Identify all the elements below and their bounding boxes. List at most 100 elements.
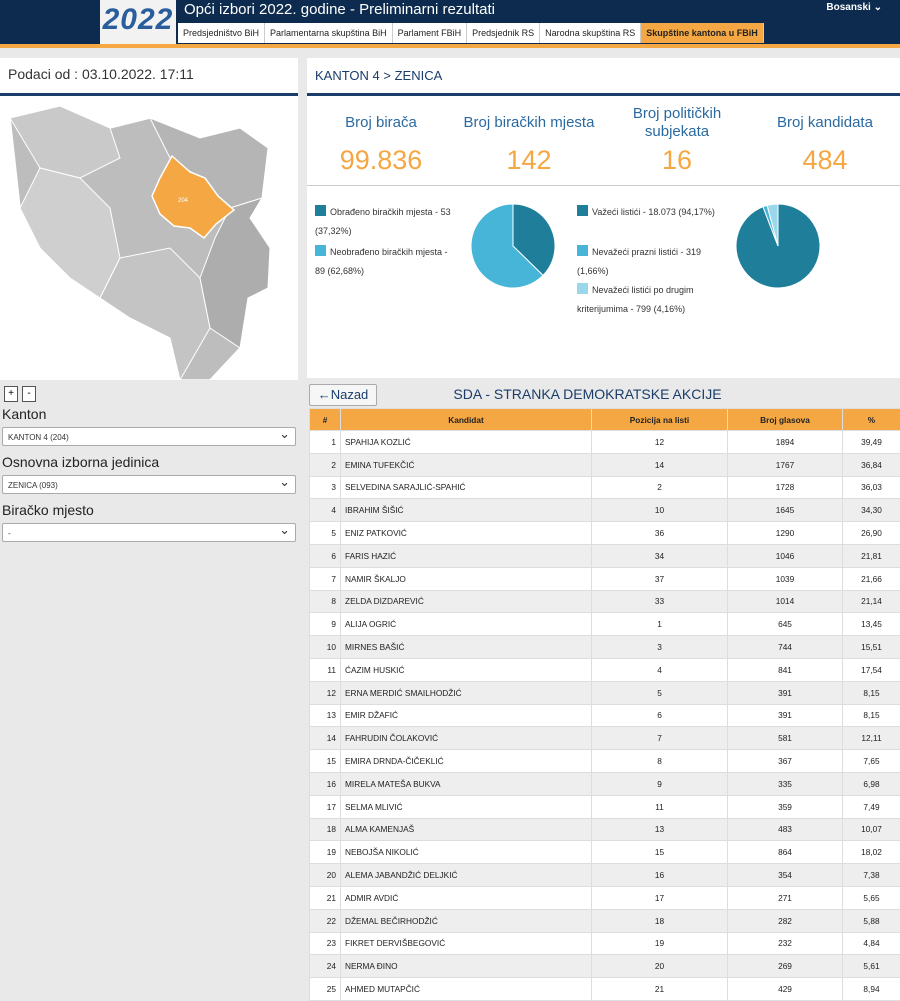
stat-value: 484 [751, 145, 899, 176]
table-cell: ENIZ PATKOVIĆ [341, 522, 592, 545]
data-date: Podaci od : 03.10.2022. 17:11 [8, 66, 194, 82]
table-cell: 6,98 [843, 772, 900, 795]
table-cell: 10 [310, 636, 341, 659]
table-cell: 359 [728, 795, 843, 818]
nav-tab[interactable]: Parlament FBiH [393, 23, 468, 43]
table-cell: 20 [592, 955, 728, 978]
table-cell: 13 [592, 818, 728, 841]
nav-tab[interactable]: Skupštine kantona u FBiH [641, 23, 764, 43]
table-cell: 1290 [728, 522, 843, 545]
table-cell: 15 [310, 750, 341, 773]
legend-item: Nevažeći listići po drugim kriterijumima… [577, 281, 717, 319]
table-cell: 282 [728, 909, 843, 932]
table-cell: 335 [728, 772, 843, 795]
stat-value: 99.836 [307, 145, 455, 176]
legend-label: Obrađeno biračkih mjesta - [330, 207, 438, 217]
sidebar: Podaci od : 03.10.2022. 17:11 204 +- Kan… [0, 58, 298, 994]
table-cell: 1014 [728, 590, 843, 613]
legend-item: Neobrađeno biračkih mjesta - 89 (62,68%) [315, 243, 455, 281]
map-label: 204 [178, 198, 189, 204]
table-cell: SELMA MLIVIĆ [341, 795, 592, 818]
table-cell: 21,81 [843, 544, 900, 567]
language[interactable]: Bosanski [826, 2, 870, 13]
zoom-button[interactable]: - [22, 386, 36, 402]
table-cell: 1 [310, 431, 341, 454]
filter-select[interactable]: ZENICA (093) ⌄ [2, 475, 296, 494]
nav-tab[interactable]: Predsjedništvo BiH [178, 23, 265, 43]
nav-tab[interactable]: Narodna skupština RS [540, 23, 641, 43]
table-cell: 391 [728, 681, 843, 704]
table-cell: 2 [310, 453, 341, 476]
table-cell: IBRAHIM ŠIŠIĆ [341, 499, 592, 522]
table-cell: 5,65 [843, 886, 900, 909]
table-cell: 12,11 [843, 727, 900, 750]
table-cell: MIRELA MATEŠA BUKVA [341, 772, 592, 795]
back-label[interactable]: Nazad [331, 387, 369, 402]
table-cell: ALMA KAMENJAŠ [341, 818, 592, 841]
filter-value[interactable]: KANTON 4 (204) [8, 433, 69, 442]
filter-value[interactable]: ZENICA (093) [8, 481, 58, 490]
table-cell: MIRNES BAŠIĆ [341, 636, 592, 659]
legend-percent: (37,32%) [315, 226, 352, 236]
stat-label: Broj biračkih mjesta [455, 102, 603, 144]
table-cell: 1767 [728, 453, 843, 476]
divider [307, 93, 900, 96]
column-header[interactable]: Broj glasova [728, 409, 843, 431]
stat-label: Broj birača [307, 102, 455, 144]
table-cell: 645 [728, 613, 843, 636]
legend-percent: (1,66%) [577, 266, 609, 276]
chevron: ⌄ [279, 472, 290, 491]
table-cell: NERMA ĐINO [341, 955, 592, 978]
table-cell: 4,84 [843, 932, 900, 955]
table-cell: NEBOJŠA NIKOLIĆ [341, 841, 592, 864]
table-cell: 2 [592, 476, 728, 499]
table-cell: 391 [728, 704, 843, 727]
table-cell: SELVEDINA SARAJLIĆ-SPAHIĆ [341, 476, 592, 499]
table-cell: 19 [310, 841, 341, 864]
column-header[interactable]: % [843, 409, 900, 431]
legend-swatch [315, 245, 326, 256]
table-cell: 21 [310, 886, 341, 909]
language-selector[interactable]: Bosanski ⌄ [826, 2, 882, 13]
back-button[interactable]: ←Nazad [309, 384, 377, 406]
table-cell: 9 [310, 613, 341, 636]
table-cell: 1 [592, 613, 728, 636]
legend-percent: (4,16%) [654, 304, 686, 314]
table-cell: 5,88 [843, 909, 900, 932]
filter-select[interactable]: -⌄ [2, 523, 296, 542]
table-cell: ERNA MERDIĆ SMAILHODŽIĆ [341, 681, 592, 704]
legend-value: 319 [686, 247, 701, 257]
filter-value[interactable]: - [8, 529, 11, 538]
table-cell: 3 [310, 476, 341, 499]
table-cell: 20 [310, 864, 341, 887]
column-header[interactable]: Pozicija na listi [592, 409, 728, 431]
filter-select[interactable]: KANTON 4 (204)⌄ [2, 427, 296, 446]
table-cell: 33 [592, 590, 728, 613]
nav-tab[interactable]: Predsjednik RS [467, 23, 540, 43]
zoom-button[interactable]: + [4, 386, 18, 402]
nav-tab[interactable]: Parlamentarna skupština BiH [265, 23, 393, 43]
column-header[interactable]: # [310, 409, 341, 431]
legend-value: 89 [315, 266, 325, 276]
table-cell: 11 [310, 658, 341, 681]
table-cell: 864 [728, 841, 843, 864]
logo[interactable]: 2022 [100, 0, 176, 44]
table-cell: 8 [592, 750, 728, 773]
column-header[interactable]: Kandidat [341, 409, 592, 431]
